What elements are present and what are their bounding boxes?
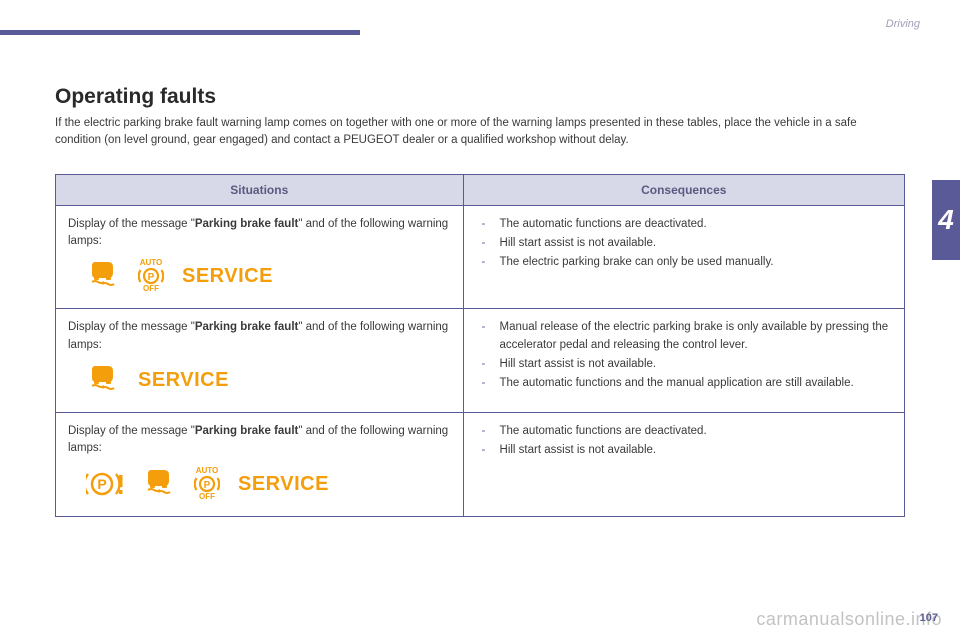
auto-p-off-icon: AUTO P OFF [194,467,220,501]
consequence-list: The automatic functions are deactivated.… [476,423,892,460]
skid-icon [86,258,120,294]
situation-cell: Display of the message "Parking brake fa… [56,309,464,413]
off-label: OFF [143,285,159,293]
msg-bold: Parking brake fault [195,425,299,437]
consequence-list: Manual release of the electric parking b… [476,319,892,392]
consequence-list: The automatic functions are deactivated.… [476,216,892,272]
consequence-item: The automatic functions are deactivated. [482,423,892,440]
auto-label: AUTO [140,259,163,267]
consequence-item: The electric parking brake can only be u… [482,254,892,271]
table-row: Display of the message "Parking brake fa… [56,309,905,413]
watermark: carmanualsonline.info [756,609,942,630]
col-situations: Situations [56,174,464,205]
section-label: Driving [886,18,920,30]
warning-lamps: SERVICE [68,362,451,398]
svg-text:P: P [97,476,106,492]
top-accent-bar [0,30,360,35]
situation-message: Display of the message "Parking brake fa… [68,319,451,354]
consequence-item: Hill start assist is not available. [482,356,892,373]
page-title: Operating faults [55,85,905,109]
warning-lamps: P AUTO P OFF SERVICE [68,466,451,502]
skid-icon [86,362,120,398]
p-excl-icon: P [86,469,124,499]
consequence-cell: The automatic functions are deactivated.… [463,205,904,309]
skid-icon [142,466,176,502]
off-label: OFF [199,493,215,501]
consequence-item: The automatic functions are deactivated. [482,216,892,233]
table-row: Display of the message "Parking brake fa… [56,413,905,517]
msg-bold: Parking brake fault [195,321,299,333]
msg-bold: Parking brake fault [195,218,299,230]
situation-cell: Display of the message "Parking brake fa… [56,205,464,309]
intro-text: If the electric parking brake fault warn… [55,115,905,150]
service-text: SERVICE [138,365,229,395]
faults-table: Situations Consequences Display of the m… [55,174,905,517]
svg-text:P: P [204,480,211,491]
msg-prefix: Display of the message " [68,321,195,333]
chapter-tab: 4 [932,180,960,260]
msg-prefix: Display of the message " [68,218,195,230]
service-text: SERVICE [238,469,329,499]
svg-text:P: P [148,272,155,283]
auto-label: AUTO [196,467,219,475]
situation-message: Display of the message "Parking brake fa… [68,216,451,251]
consequence-cell: The automatic functions are deactivated.… [463,413,904,517]
col-consequences: Consequences [463,174,904,205]
consequence-item: Hill start assist is not available. [482,235,892,252]
warning-lamps: AUTO P OFF SERVICE [68,258,451,294]
situation-cell: Display of the message "Parking brake fa… [56,413,464,517]
auto-p-off-icon: AUTO P OFF [138,259,164,293]
main-content: Operating faults If the electric parking… [55,85,905,517]
consequence-item: Manual release of the electric parking b… [482,319,892,354]
table-row: Display of the message "Parking brake fa… [56,205,905,309]
msg-prefix: Display of the message " [68,425,195,437]
consequence-item: Hill start assist is not available. [482,442,892,459]
consequence-cell: Manual release of the electric parking b… [463,309,904,413]
service-text: SERVICE [182,261,273,291]
consequence-item: The automatic functions and the manual a… [482,375,892,392]
situation-message: Display of the message "Parking brake fa… [68,423,451,458]
